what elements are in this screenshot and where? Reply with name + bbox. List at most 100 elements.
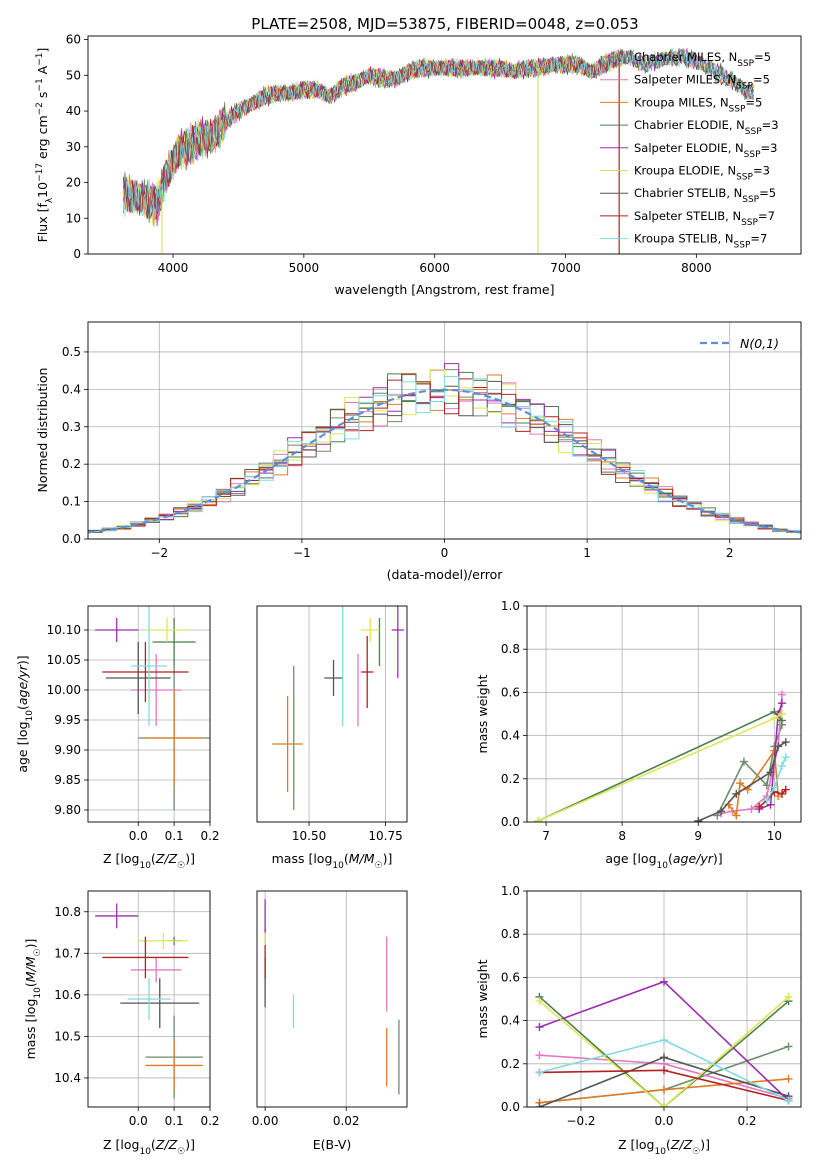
y-tick-label: 30 (66, 140, 81, 154)
y-tick-label: 0.6 (501, 970, 520, 984)
x-tick-label: 7 (542, 829, 550, 843)
label-part: M/M (23, 956, 38, 982)
x-tick-label: −0.2 (566, 1114, 595, 1128)
y-tick-label: 0.2 (62, 457, 81, 471)
label-part: 10 (33, 987, 43, 999)
label-part: SSP (737, 59, 754, 69)
label-part: )] (15, 655, 30, 665)
x-tick-label: 0 (441, 546, 449, 560)
label-part: SSP (745, 127, 762, 137)
x-tick-label: 6000 (419, 261, 450, 275)
label-part: ☉ (33, 948, 43, 956)
panel-7: −0.2 0.0 0.2 0.0 0.2 0.4 0.6 0.8 1.0 mass weight Z… (475, 884, 802, 1157)
x-axis-label: mass [log10(M/M☉)] (272, 851, 393, 871)
y-axis-label: age [log10(age/yr)] (15, 655, 35, 772)
y-tick-label: 0.0 (501, 815, 520, 829)
x-tick-label: 5000 (289, 261, 320, 275)
label-part: M/M (349, 851, 375, 866)
label-part: age/yr (673, 851, 714, 866)
label-part: Z/Z (155, 851, 178, 866)
legend-label: Kroupa ELODIE, NSSP=3 (634, 164, 770, 183)
label-part: =5 (754, 50, 771, 64)
x-tick-label: 2 (726, 546, 734, 560)
label-part: ( (15, 705, 30, 710)
axes-frame (87, 605, 211, 823)
label-part: SSP (741, 218, 758, 228)
label-part: Salpeter ELODIE, N (634, 141, 744, 155)
weight-line (538, 713, 783, 822)
y-tick-label: 9.90 (54, 743, 81, 757)
label-part: Z [log (103, 1137, 139, 1152)
label-part: SSP (734, 241, 751, 251)
label-part: Flux [f (35, 203, 50, 243)
y-tick-label: 20 (66, 176, 81, 190)
legend-label: Salpeter STELIB, NSSP=7 (634, 209, 775, 228)
legend-label: Salpeter ELODIE, NSSP=3 (634, 141, 777, 160)
label-part: Chabrier STELIB, N (634, 186, 742, 200)
label-part: ( (23, 982, 38, 987)
axes-frame (526, 890, 802, 1108)
label-part: Z/Z (155, 1137, 178, 1152)
y-tick-label: 1.0 (501, 884, 520, 898)
label-part: SSP (744, 150, 761, 160)
normal-curve (88, 388, 801, 534)
y-tick-label: 0.4 (62, 382, 81, 396)
label-part: ( (151, 1137, 156, 1152)
y-axis-label: mass weight (475, 674, 490, 753)
x-tick-label: −1 (293, 546, 311, 560)
legend-label: Chabrier STELIB, NSSP=5 (634, 186, 776, 205)
y-tick-label: 0.0 (62, 532, 81, 546)
x-tick-label: 0.02 (333, 1114, 360, 1128)
x-tick-label: 0.00 (252, 1114, 279, 1128)
x-tick-label: 10.50 (292, 829, 326, 843)
x-tick-label: 0.1 (165, 829, 184, 843)
axes-frame (256, 890, 408, 1108)
x-tick-label: 1 (583, 546, 591, 560)
label-part: =3 (761, 141, 778, 155)
y-tick-label: 10 (66, 211, 81, 225)
y-tick-label: 50 (66, 68, 81, 82)
label-part: A (35, 65, 50, 78)
label-part: −1 (35, 53, 45, 66)
x-tick-label: 10 (767, 829, 782, 843)
x-tick-label: 0.2 (737, 1114, 756, 1128)
label-part: )] (185, 1137, 195, 1152)
label-part: Z [log (103, 851, 139, 866)
x-tick-label: 8 (618, 829, 626, 843)
y-tick-label: 0.3 (62, 420, 81, 434)
y-tick-label: 9.85 (54, 773, 81, 787)
label-part: SSP (736, 173, 753, 183)
y-tick-label: 10.05 (47, 653, 81, 667)
label-part: =5 (753, 73, 770, 87)
label-part: 10 (139, 1147, 151, 1157)
legend-label: Salpeter MILES, NSSP=5 (634, 73, 770, 92)
label-part: =7 (750, 232, 767, 246)
axes-frame (256, 605, 408, 823)
label-part: =7 (758, 209, 775, 223)
x-tick-label: 0.0 (129, 1114, 148, 1128)
label-part: ☉ (177, 861, 185, 871)
y-tick-label: 10.00 (47, 683, 81, 697)
label-part: Chabrier ELODIE, N (634, 118, 745, 132)
spectrum-line (122, 48, 754, 218)
spectrum-line (122, 48, 754, 219)
y-axis-label: mass weight (475, 959, 490, 1038)
x-tick-label: 0.1 (165, 1114, 184, 1128)
label-part: )] (700, 1137, 710, 1152)
label-part: SSP (736, 82, 753, 92)
y-tick-label: 0.4 (501, 729, 520, 743)
label-part: Chabrier MILES, N (634, 50, 737, 64)
x-axis-label: (data-model)/error (387, 567, 504, 582)
x-tick-label: 8000 (681, 261, 712, 275)
y-tick-label: 10.5 (54, 1029, 81, 1043)
label-part: =5 (745, 95, 762, 109)
label-part: −1 (35, 78, 45, 91)
y-axis-label: Flux [fλ10−17 erg cm−2 s−1 A−1] (35, 48, 55, 243)
label-part: Salpeter STELIB, N (634, 209, 741, 223)
label-part: 10 (657, 861, 669, 871)
x-axis-label: Z [log10(Z/Z☉)] (103, 851, 195, 871)
axes-frame (526, 605, 802, 823)
y-tick-label: 0.2 (501, 772, 520, 786)
label-part: age [log (15, 721, 30, 772)
